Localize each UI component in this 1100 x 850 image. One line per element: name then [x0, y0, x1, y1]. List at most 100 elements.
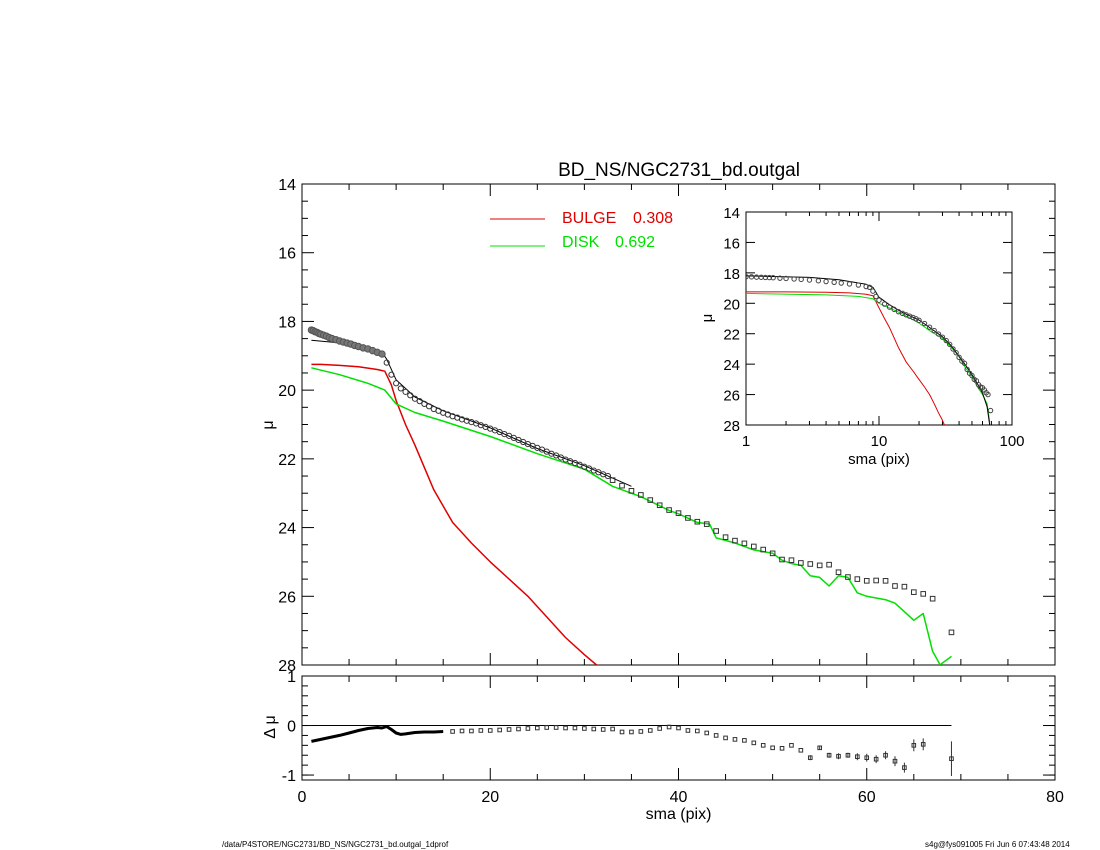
main-data-point	[416, 398, 423, 405]
inset-data-point	[798, 276, 804, 283]
main-data-point	[421, 400, 428, 407]
inset-data-point	[939, 334, 946, 340]
main-data-point	[948, 629, 955, 636]
inset-data-point	[910, 314, 916, 321]
inset-ytick-label: 28	[723, 418, 740, 435]
main-data-point	[769, 550, 776, 557]
inset-xtick-label: 100	[999, 433, 1024, 450]
res-data-point	[553, 725, 559, 730]
inset-ytick-label: 26	[723, 388, 740, 405]
res-data-point	[563, 725, 568, 731]
main-data-point	[604, 472, 612, 480]
res-data-point	[582, 726, 587, 731]
main-data-point	[647, 497, 654, 503]
main-data-point	[760, 546, 767, 553]
inset-data-point	[870, 288, 876, 294]
inset-data-point	[838, 280, 844, 286]
main-data-point	[609, 477, 616, 483]
main-panel: 14 16 18 20 22 24 26 28 μ	[260, 177, 1056, 675]
res-xtick-label: 20	[481, 789, 499, 806]
inset-ytick-label: 22	[723, 327, 740, 344]
main-data-point	[393, 380, 400, 387]
res-data-point	[836, 753, 841, 759]
res-data-point	[647, 728, 653, 733]
main-data-point	[685, 515, 691, 521]
main-data-point	[882, 578, 889, 584]
inset-data-point	[926, 324, 933, 330]
res-data-point	[657, 726, 662, 731]
res-data-point	[459, 728, 465, 734]
main-data-point	[892, 583, 898, 589]
res-data-point	[798, 747, 804, 753]
main-data-point	[873, 577, 879, 584]
main-data-point	[911, 589, 917, 595]
res-data-point	[789, 743, 794, 748]
inset-ytick-label: 14	[723, 205, 740, 222]
inset-data-point	[953, 350, 959, 356]
res-xlabel: sma (pix)	[646, 806, 712, 823]
inset-data-point	[931, 327, 937, 334]
res-data-point	[535, 725, 540, 731]
res-data-point	[544, 725, 550, 730]
res-data-point	[619, 729, 625, 735]
inset-ytick-label: 24	[723, 357, 740, 374]
res-data-point	[497, 727, 502, 733]
main-data-point	[816, 562, 823, 569]
inset-data-point	[746, 273, 749, 280]
inset-background	[746, 212, 1012, 425]
main-data-point	[901, 583, 908, 590]
inset-data-point	[766, 274, 773, 281]
legend-disk-value: 0.692	[615, 234, 655, 251]
res-xtick-label: 60	[858, 789, 876, 806]
res-data-point	[760, 743, 766, 748]
res-ylabel: Δ μ	[262, 715, 279, 738]
main-data-point	[854, 576, 861, 582]
inset-data-point	[748, 274, 755, 280]
main-data-point	[411, 395, 419, 402]
main-data-point	[675, 510, 682, 516]
main-data-point	[402, 388, 409, 395]
res-data-point	[478, 728, 484, 733]
res-ytick-label: 1	[287, 669, 296, 686]
res-data-point	[817, 745, 822, 751]
main-data-point	[835, 569, 842, 576]
main-ytick-label: 24	[278, 521, 296, 538]
main-data-point	[779, 556, 785, 563]
main-data-point	[713, 528, 719, 534]
inset-data-point	[956, 354, 962, 360]
legend-bulge-label: BULGE	[562, 210, 616, 227]
inset-data-point	[916, 317, 922, 324]
inset-data-point	[783, 275, 789, 282]
res-data-point	[638, 729, 644, 734]
inset-data-point	[985, 391, 991, 398]
main-data-point	[656, 502, 663, 509]
main-data-point	[845, 574, 851, 580]
main-data-point	[638, 492, 644, 498]
inset-data-point	[806, 277, 813, 283]
main-data-point	[619, 482, 625, 489]
main-data-point	[929, 595, 936, 602]
res-ytick-label: -1	[282, 768, 296, 785]
res-data-point	[770, 745, 775, 751]
main-ytick-label: 14	[278, 177, 296, 194]
res-data-point	[450, 729, 455, 734]
inset-ytick-label: 20	[723, 296, 740, 313]
inset-data-point	[855, 282, 862, 288]
inset-data-point	[913, 316, 919, 322]
res-data-point	[525, 726, 531, 731]
inset-series-bulge	[746, 291, 945, 425]
res-data-point	[883, 752, 888, 758]
main-data-point	[807, 561, 814, 567]
inset-ytick-label: 16	[723, 235, 740, 252]
main-data-point	[388, 371, 395, 378]
main-data-point	[920, 591, 927, 597]
inset-data-point	[987, 407, 994, 414]
footer-path: /data/P4STORE/NGC2731/BD_NS/NGC2731_bd.o…	[222, 840, 449, 849]
res-data-point	[704, 730, 710, 736]
inset-data-point	[886, 304, 893, 310]
residual-frame	[301, 675, 1056, 781]
inset-data-point	[823, 278, 829, 285]
res-data-point	[713, 733, 719, 738]
inset-data-point	[906, 313, 913, 319]
res-xtick-label: 0	[298, 789, 307, 806]
